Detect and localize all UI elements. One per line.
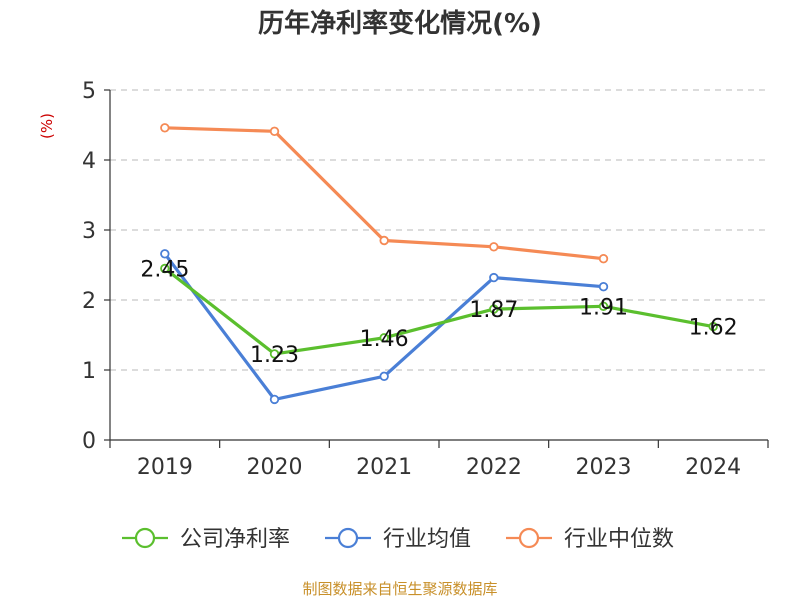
- y-tick-label: 5: [82, 79, 96, 104]
- x-tick-label: 2019: [137, 455, 193, 480]
- data-label: 1.87: [469, 298, 518, 323]
- data-point: [489, 272, 499, 283]
- data-point: [708, 321, 718, 332]
- data-point: [598, 301, 609, 311]
- series-lines: [160, 123, 718, 405]
- y-tick-label: 3: [82, 219, 96, 244]
- data-point: [160, 249, 170, 259]
- legend-marker-3: [518, 527, 540, 549]
- data-label: 1.23: [250, 343, 299, 368]
- legend-marker-2: [337, 527, 359, 549]
- chart-title: 历年净利率变化情况(%): [258, 8, 542, 39]
- data-point: [379, 371, 389, 381]
- legend-label-3: 行业中位数: [564, 527, 674, 552]
- legend-label-1: 公司净利率: [180, 527, 290, 552]
- series-line-1: [163, 266, 715, 356]
- data-label: 2.45: [140, 258, 189, 283]
- y-axis-unit: (%): [38, 113, 56, 139]
- x-tick-label: 2020: [247, 455, 303, 480]
- x-tick-label: 2024: [685, 455, 741, 480]
- data-point: [489, 242, 499, 252]
- data-labels: 2.45 1.23 1.46 1.87 1.91 1.62: [140, 258, 737, 368]
- x-tick-label: 2021: [356, 455, 412, 480]
- y-tick-label: 0: [82, 429, 96, 454]
- axes: 0 1 2 3 4 5 2019 2020 2021 2022 2023 2024: [82, 79, 769, 480]
- data-point: [269, 126, 280, 136]
- x-tick-label: 2023: [576, 455, 632, 480]
- data-point: [269, 394, 280, 405]
- y-tick-label: 2: [82, 289, 96, 314]
- data-point: [379, 333, 389, 343]
- x-tick-label: 2022: [466, 455, 522, 480]
- data-point: [598, 282, 609, 292]
- legend-marker-1: [134, 527, 156, 549]
- legend-label-2: 行业均值: [383, 527, 471, 552]
- data-label: 1.46: [360, 327, 409, 352]
- data-point: [489, 304, 499, 314]
- data-point: [269, 349, 280, 359]
- data-point: [379, 235, 389, 246]
- data-label: 1.91: [579, 295, 628, 320]
- source-note: 制图数据来自恒生聚源数据库: [302, 580, 497, 598]
- data-point: [598, 254, 609, 264]
- data-point: [160, 123, 170, 133]
- data-point: [160, 263, 170, 274]
- data-label: 1.62: [689, 316, 738, 341]
- y-tick-label: 4: [82, 149, 96, 174]
- y-tick-label: 1: [82, 359, 96, 384]
- legend: 公司净利率 行业均值 行业中位数: [122, 527, 674, 552]
